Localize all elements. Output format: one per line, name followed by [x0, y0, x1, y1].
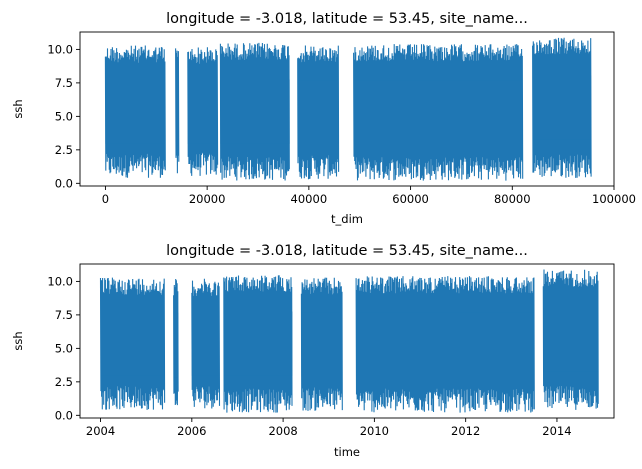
subplot-2-y-tick-label-5: 10.0: [47, 274, 73, 288]
subplot-2-x-ticks: 2004 2006 2008 2010 2012 2014: [86, 418, 572, 438]
subplot-1-y-axis-label: ssh: [11, 99, 25, 118]
subplot-1-series-core-7: [532, 75, 592, 140]
subplot-2-y-tick-label-4: 7.5: [55, 308, 73, 322]
subplot-2-y-tick-label-1: 0.0: [55, 408, 73, 422]
subplot-1-series-core-6: [353, 80, 523, 145]
subplot-2-x-axis-label: time: [334, 445, 360, 459]
subplot-1-x-ticks: 0 20000 40000 60000 80000 100000: [102, 186, 636, 206]
subplot-1-series-core-2: [175, 80, 179, 146]
subplot-1-x-tick-label-2: 20000: [189, 192, 226, 206]
subplot-1-series-core-5: [297, 80, 339, 145]
subplot-1-frame: [79, 31, 615, 187]
subplot-2-series-core-4: [223, 311, 293, 376]
subplot-1-x-tick-label-1: 0: [102, 192, 109, 206]
subplot-2-x-tick-label-2: 2006: [177, 424, 206, 438]
subplot-2: longitude = -3.018, latitude = 53.45, si…: [11, 243, 615, 459]
subplot-2-x-tick-label-6: 2014: [542, 424, 571, 438]
subplot-2-series-core-1: [100, 311, 165, 376]
subplot-1-series-core-3: [187, 79, 218, 144]
subplot-1-y-tick-label-4: 7.5: [55, 76, 73, 90]
subplot-2-series-core-2: [173, 312, 179, 378]
subplot-1-x-tick-label-4: 60000: [392, 192, 429, 206]
subplot-2-x-tick-label-1: 2004: [86, 424, 115, 438]
subplot-2-series-core-6: [356, 312, 535, 377]
subplot-2-x-tick-label-3: 2008: [268, 424, 297, 438]
subplot-1-y-tick-label-3: 5.0: [55, 109, 73, 123]
subplot-2-marks: [99, 269, 599, 413]
subplot-1-x-tick-label-5: 80000: [494, 192, 531, 206]
subplot-2-series-core-7: [543, 307, 599, 372]
subplot-1-y-tick-label-2: 2.5: [55, 143, 73, 157]
subplot-2-frame: [79, 263, 615, 419]
subplot-1-y-ticks: 0.0 2.5 5.0 7.5 10.0: [47, 42, 80, 190]
subplot-1-marks: [104, 37, 592, 181]
subplot-2-y-axis-label: ssh: [11, 331, 25, 350]
subplot-1-y-tick-label-1: 0.0: [55, 176, 73, 190]
subplot-2-title: longitude = -3.018, latitude = 53.45, si…: [166, 243, 528, 259]
subplot-1-series-core-4: [220, 79, 290, 144]
subplot-2-series-core-5: [301, 312, 343, 377]
subplot-2-x-tick-label-5: 2012: [451, 424, 480, 438]
subplot-2-y-tick-label-2: 2.5: [55, 375, 73, 389]
subplot-1-y-tick-label-5: 10.0: [47, 42, 73, 56]
subplot-2-x-tick-label-4: 2010: [360, 424, 389, 438]
subplot-2-series-core-3: [191, 311, 220, 376]
subplot-1-series-core-1: [105, 79, 166, 144]
subplot-2-y-tick-label-3: 5.0: [55, 341, 73, 355]
subplot-1: longitude = -3.018, latitude = 53.45, si…: [11, 11, 636, 226]
subplot-1-title: longitude = -3.018, latitude = 53.45, si…: [166, 11, 528, 27]
subplot-1-x-axis-label: t_dim: [331, 212, 363, 226]
subplot-1-x-tick-label-6: 100000: [592, 192, 636, 206]
subplot-2-y-ticks: 0.0 2.5 5.0 7.5 10.0: [47, 274, 80, 422]
subplot-1-x-tick-label-3: 40000: [291, 192, 328, 206]
